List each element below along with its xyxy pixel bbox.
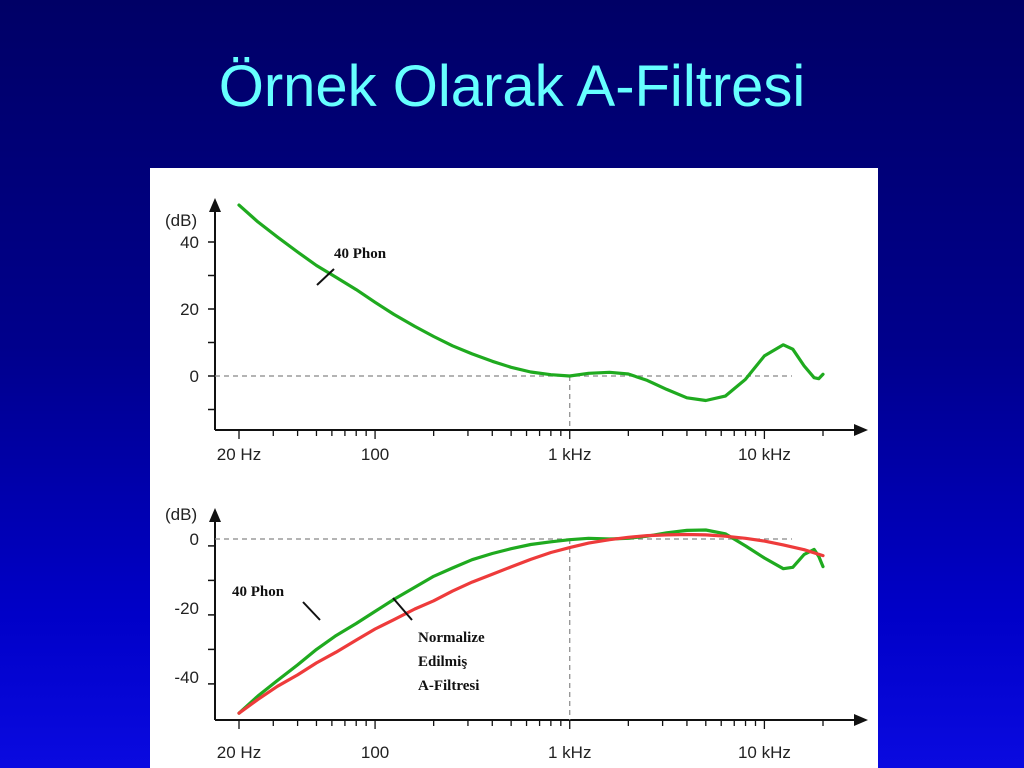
chart1-y-tick-label: 20 (180, 300, 199, 319)
chart2-y-unit-label: (dB) (165, 505, 197, 524)
chart2-annotation-leader-filter (392, 597, 413, 621)
chart1-y-tick-label: 40 (180, 233, 199, 252)
chart2-annotation-a-filtresi-line: Normalize (418, 630, 485, 646)
chart1-x-axis-arrow (854, 424, 868, 436)
chart1-x-tick-label: 1 kHz (548, 445, 591, 464)
chart2-series-line-normalize-edilmi-a-filtresi (237, 532, 825, 715)
chart2-annotation-a-filtresi-line: A-Filtresi (418, 678, 479, 694)
chart2-y-tick-label: 0 (190, 530, 199, 549)
chart2-y-axis-arrow (209, 508, 221, 522)
chart1-annotation-40-phon: 40 Phon (334, 246, 387, 262)
chart2-annotation-a-filtresi-line: Edilmiş (418, 654, 467, 670)
chart1-y-axis-arrow (209, 198, 221, 212)
chart2-x-tick-label: 10 kHz (738, 743, 791, 762)
chart1-y-unit-label: (dB) (165, 211, 197, 230)
chart2-x-axis-arrow (854, 714, 868, 726)
chart1-x-tick-label: 10 kHz (738, 445, 791, 464)
chart1-annotation-leader (316, 268, 335, 286)
chart2-annotation-leader (302, 601, 321, 621)
chart1-x-tick-label: 20 Hz (217, 445, 261, 464)
chart2-annotation-40-phon: 40 Phon (232, 584, 285, 600)
chart2-x-tick-label: 20 Hz (217, 743, 261, 762)
chart1-y-tick-label: 0 (190, 367, 199, 386)
chart2-y-tick-label: -40 (174, 668, 199, 687)
chart2-series-line-40-phon (237, 528, 825, 715)
chart2-x-tick-label: 100 (361, 743, 389, 762)
chart1-series-line-40-phon (237, 203, 825, 403)
chart1-x-tick-label: 100 (361, 445, 389, 464)
chart2-y-tick-label: -20 (174, 599, 199, 618)
chart-canvas: 40 20 0 (dB) 20 Hz 100 1 kHz 10 kHz 40 Phon 0 -20 -… (165, 198, 868, 762)
slide-title: Örnek Olarak A-Filtresi (218, 54, 806, 119)
chart-panel: 40 20 0 (dB) 20 Hz 100 1 kHz 10 kHz 40 Phon 0 -20 -… (150, 168, 878, 768)
chart2-x-tick-label: 1 kHz (548, 743, 591, 762)
